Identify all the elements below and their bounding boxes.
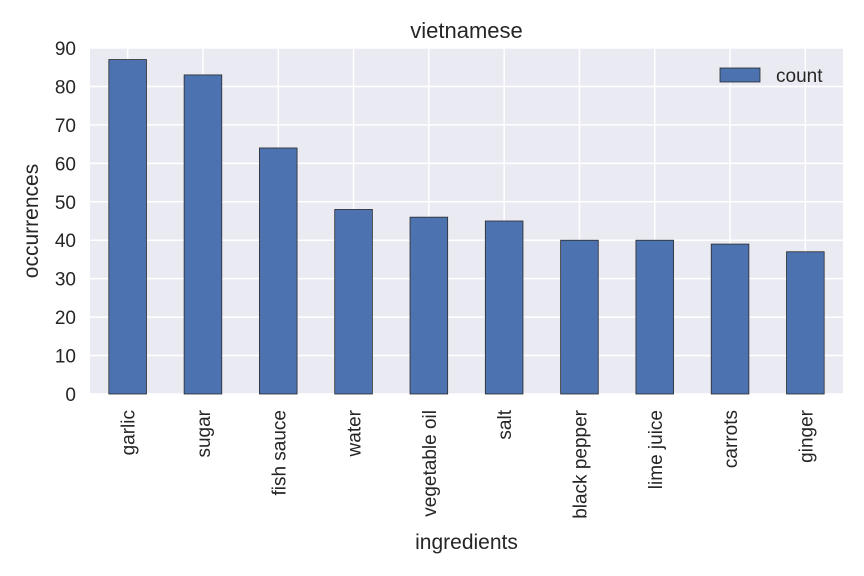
legend: count: [719, 66, 823, 87]
y-tick-label: 30: [55, 270, 76, 291]
legend-label-count: count: [776, 66, 823, 87]
bar-sugar: [183, 74, 223, 395]
x-axis-title: ingredients: [415, 531, 518, 554]
bar-black-pepper: [560, 239, 599, 395]
x-tick-label: vegetable oil: [420, 410, 441, 517]
y-tick-label: 50: [55, 193, 76, 214]
bar-vegetable-oil: [409, 216, 449, 395]
bars: [108, 59, 825, 395]
y-axis-title: occurrences: [20, 164, 43, 278]
y-axis-ticks: 0 10 20 30 40 50 60 70 80 90: [55, 39, 76, 406]
x-tick-label: black pepper: [570, 409, 591, 518]
y-tick-label: 70: [55, 116, 76, 137]
x-tick-label: garlic: [119, 410, 140, 455]
bar-lime-juice: [635, 239, 674, 395]
legend-swatch-count: [719, 67, 761, 83]
y-tick-label: 0: [65, 385, 76, 406]
x-tick-label: ginger: [796, 409, 817, 462]
bar-garlic: [108, 59, 147, 395]
x-tick-label: lime juice: [646, 410, 667, 489]
chart-title: vietnamese: [410, 18, 523, 43]
y-tick-label: 60: [55, 154, 76, 175]
x-tick-label: salt: [495, 409, 516, 439]
bar-salt: [484, 220, 524, 395]
bar-fish-sauce: [259, 147, 298, 395]
bar-ginger: [786, 251, 825, 395]
x-tick-label: carrots: [721, 410, 742, 468]
x-axis-ticks: garlic sugar fish sauce water vegetable oil s…: [119, 409, 818, 519]
y-tick-label: 20: [55, 308, 76, 329]
bar-carrots: [710, 243, 750, 395]
y-tick-label: 90: [55, 39, 76, 60]
x-tick-label: water: [345, 409, 366, 457]
x-tick-label: fish sauce: [269, 410, 290, 496]
bar-water: [334, 209, 373, 395]
y-tick-label: 80: [55, 77, 76, 98]
y-tick-label: 10: [55, 347, 76, 368]
x-tick-label: sugar: [194, 409, 215, 457]
y-tick-label: 40: [55, 231, 76, 252]
